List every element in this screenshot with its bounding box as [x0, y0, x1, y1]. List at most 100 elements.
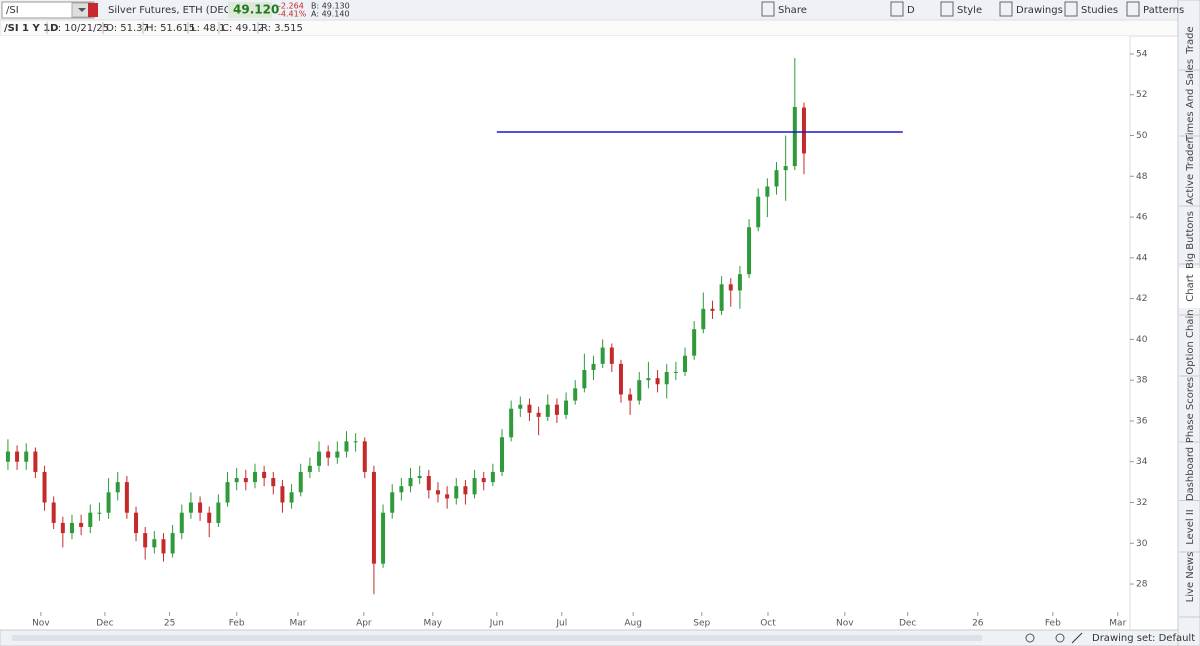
- candle-body: [353, 441, 358, 443]
- side-tab[interactable]: Option Chain: [1185, 309, 1196, 374]
- x-tick-label: Nov: [836, 619, 854, 629]
- candle-body: [143, 533, 148, 548]
- scrollbar[interactable]: [12, 635, 982, 641]
- candle-body: [408, 478, 413, 487]
- candle-body: [280, 486, 285, 503]
- candle-body: [317, 451, 322, 466]
- candle-body: [188, 502, 193, 513]
- candle-body: [5, 451, 10, 462]
- candle-body: [79, 522, 84, 527]
- candle-body: [271, 478, 276, 487]
- toolbar-button-label[interactable]: Style: [957, 5, 982, 16]
- change: -2.264: [278, 2, 304, 11]
- toolbar-button[interactable]: [890, 1, 904, 17]
- x-tick-label: Mar: [289, 619, 306, 629]
- candle-body: [88, 512, 93, 527]
- candle-body: [289, 492, 294, 503]
- candle-body: [783, 166, 788, 171]
- candle-body: [390, 492, 395, 513]
- draw-icon[interactable]: [1071, 632, 1083, 644]
- side-tab[interactable]: Live News: [1185, 552, 1196, 603]
- active-tab: [1179, 268, 1200, 308]
- side-tab[interactable]: Phase Scores: [1185, 377, 1196, 443]
- candle-body: [509, 408, 514, 438]
- toolbar-button[interactable]: [999, 1, 1013, 17]
- candle-body: [801, 107, 806, 154]
- side-tab[interactable]: Times And Sales: [1185, 59, 1196, 142]
- x-tick-label: Jul: [555, 619, 567, 629]
- toolbar-button[interactable]: [1126, 1, 1140, 17]
- candle-body: [124, 482, 129, 513]
- candle-body: [500, 437, 505, 472]
- candle-body: [381, 512, 386, 564]
- bid: B: 49.130: [311, 2, 350, 11]
- zoom-icon[interactable]: [1025, 633, 1035, 643]
- candle-body: [792, 106, 797, 167]
- candle-body: [664, 372, 669, 385]
- side-tab[interactable]: Trade: [1185, 26, 1196, 54]
- x-tick-label: May: [423, 619, 442, 629]
- x-tick-label: Feb: [229, 619, 245, 629]
- y-tick-label: 34: [1136, 457, 1148, 467]
- toolbar-button-label[interactable]: Patterns: [1143, 5, 1184, 16]
- x-tick-label: 26: [972, 619, 984, 629]
- candle-body: [170, 533, 175, 554]
- candle-body: [179, 512, 184, 534]
- plot-area: [0, 36, 1130, 612]
- candle-body: [765, 186, 770, 197]
- candle-body: [692, 329, 697, 356]
- candle-body: [24, 451, 29, 462]
- side-tab[interactable]: Level II: [1185, 509, 1196, 544]
- candle-body: [536, 412, 541, 417]
- candle-body: [646, 378, 651, 381]
- drawing-set[interactable]: Drawing set: Default: [1092, 633, 1195, 644]
- candle-body: [252, 471, 257, 483]
- link-badge[interactable]: [88, 3, 98, 17]
- candle-body: [573, 388, 578, 401]
- candle-body: [161, 539, 166, 554]
- toolbar-button-label[interactable]: Drawings: [1016, 5, 1063, 16]
- x-tick-label: Sep: [693, 619, 710, 629]
- toolbar: [0, 0, 1200, 20]
- candle-body: [463, 486, 468, 495]
- candle-body: [756, 196, 761, 228]
- candle-body: [435, 490, 440, 495]
- toolbar-button[interactable]: [1064, 1, 1078, 17]
- info-field: H: 51.615: [146, 23, 195, 34]
- candle-body: [33, 451, 38, 472]
- side-tab[interactable]: Active Trader: [1185, 138, 1196, 204]
- toolbar-button-label[interactable]: Studies: [1081, 5, 1118, 16]
- side-tab[interactable]: Dashboard: [1185, 447, 1196, 501]
- candle-body: [225, 482, 230, 503]
- info-field: /SI 1 Y 1D: [4, 23, 58, 34]
- candle-body: [481, 478, 486, 483]
- toolbar-button[interactable]: [761, 1, 775, 17]
- candle-body: [472, 478, 477, 495]
- candle-body: [545, 404, 550, 417]
- toolbar-button-label[interactable]: D: [907, 5, 915, 16]
- y-tick-label: 50: [1136, 131, 1148, 141]
- candle-body: [326, 451, 331, 458]
- candle-body: [454, 486, 459, 499]
- candle-body: [152, 539, 157, 548]
- candle-body: [710, 308, 715, 311]
- candle-body: [307, 465, 312, 472]
- y-tick-label: 48: [1136, 172, 1148, 182]
- toolbar-button[interactable]: [940, 1, 954, 17]
- toolbar-button-label[interactable]: Share: [778, 5, 807, 16]
- change-pct: -4.41%: [278, 10, 307, 19]
- candle-body: [728, 284, 733, 291]
- candle-body: [399, 486, 404, 493]
- candle-body: [216, 502, 221, 523]
- candle-body: [344, 441, 349, 452]
- candle-body: [371, 471, 376, 564]
- symbol: /SI: [6, 5, 19, 16]
- info-field: O: 51.37: [106, 23, 149, 34]
- side-tab[interactable]: Big Buttons: [1185, 211, 1196, 269]
- x-tick-label: Nov: [32, 619, 50, 629]
- y-tick-label: 42: [1136, 294, 1147, 304]
- side-tab[interactable]: Chart: [1185, 274, 1196, 302]
- y-tick-label: 28: [1136, 580, 1148, 590]
- pan-icon[interactable]: [1055, 633, 1065, 643]
- dropdown-arrow: [78, 8, 86, 12]
